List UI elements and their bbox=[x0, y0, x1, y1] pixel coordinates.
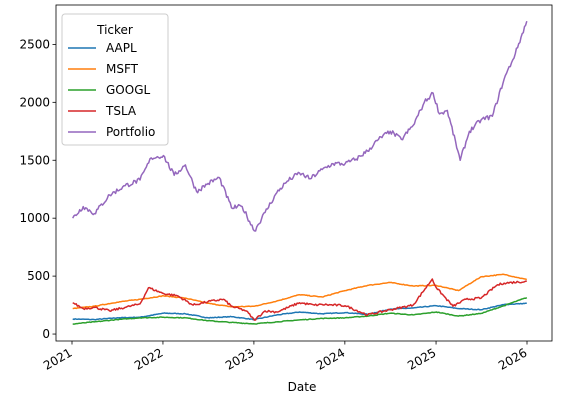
legend-label-aapl: AAPL bbox=[106, 41, 137, 55]
legend-label-tsla: TSLA bbox=[105, 104, 137, 118]
legend: Ticker AAPL MSFT GOOGL TSLA Portfolio bbox=[61, 13, 169, 146]
y-tick-label-2500: 2500 bbox=[19, 37, 50, 51]
legend-title: Ticker bbox=[96, 23, 133, 37]
series-layer bbox=[72, 20, 528, 325]
y-axis: 0 500 1000 1500 2000 2500 bbox=[19, 37, 56, 341]
y-tick-label-0: 0 bbox=[42, 327, 50, 341]
y-tick-label-1000: 1000 bbox=[19, 211, 50, 225]
series-line-googl bbox=[72, 296, 528, 325]
y-tick-label-1500: 1500 bbox=[19, 153, 50, 167]
series-line-aapl bbox=[72, 302, 527, 321]
series-line-tsla bbox=[72, 278, 527, 321]
legend-items: AAPL MSFT GOOGL TSLA Portfolio bbox=[68, 41, 155, 139]
legend-label-msft: MSFT bbox=[106, 62, 139, 76]
y-tick-label-500: 500 bbox=[27, 269, 50, 283]
x-axis-label: Date bbox=[288, 380, 317, 394]
series-line-msft bbox=[72, 273, 528, 310]
legend-frame bbox=[61, 13, 169, 146]
legend-label-googl: GOOGL bbox=[106, 83, 150, 97]
plot-frame bbox=[55, 4, 553, 342]
series-line-portfolio bbox=[72, 20, 528, 232]
legend-label-portfolio: Portfolio bbox=[106, 125, 155, 139]
y-tick-label-2000: 2000 bbox=[19, 95, 50, 109]
